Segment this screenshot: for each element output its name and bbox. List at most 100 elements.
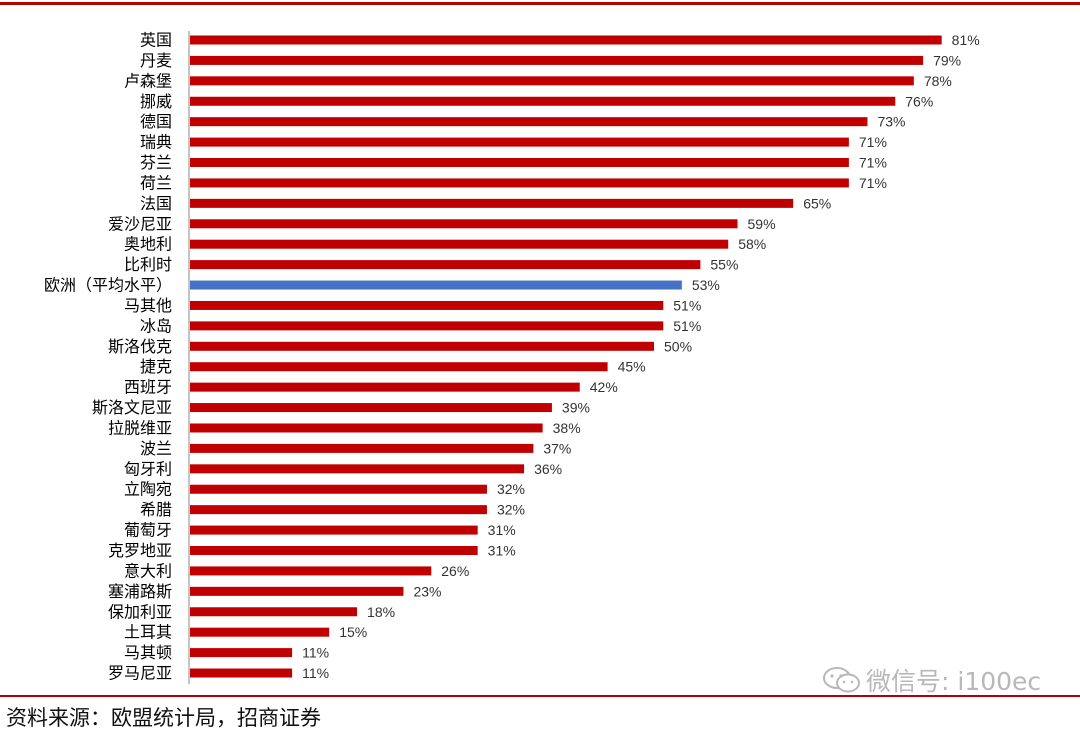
bar-8 — [190, 198, 794, 208]
value-label-13: 51% — [673, 297, 701, 313]
category-label-25: 克罗地亚 — [108, 541, 172, 560]
category-label-16: 捷克 — [140, 357, 172, 376]
category-label-8: 法国 — [140, 194, 172, 213]
value-label-19: 38% — [553, 420, 581, 436]
category-label-3: 挪威 — [140, 92, 172, 111]
value-label-12: 53% — [692, 277, 720, 293]
category-label-23: 希腊 — [140, 500, 172, 519]
category-label-5: 瑞典 — [140, 133, 172, 152]
bottom-rule — [0, 695, 1080, 697]
category-label-1: 丹麦 — [140, 51, 172, 70]
bar-3 — [190, 96, 896, 106]
category-label-24: 葡萄牙 — [124, 521, 172, 540]
bar-27 — [190, 586, 404, 596]
category-label-30: 马其顿 — [124, 643, 172, 662]
category-label-15: 斯洛伐克 — [108, 337, 172, 356]
value-label-24: 31% — [488, 522, 516, 538]
category-label-0: 英国 — [140, 31, 172, 50]
category-label-21: 匈牙利 — [124, 459, 172, 478]
category-label-9: 爱沙尼亚 — [108, 214, 172, 233]
bars-group — [190, 35, 942, 678]
bar-7 — [190, 178, 849, 188]
value-label-0: 81% — [952, 32, 980, 48]
bar-13 — [190, 300, 664, 310]
bar-4 — [190, 117, 868, 127]
value-label-21: 36% — [534, 461, 562, 477]
category-labels-group: 英国丹麦卢森堡挪威德国瑞典芬兰荷兰法国爱沙尼亚奥地利比利时欧洲（平均水平）马其他… — [44, 31, 172, 683]
category-label-19: 拉脱维亚 — [108, 418, 172, 437]
value-label-18: 39% — [562, 400, 590, 416]
value-label-5: 71% — [859, 134, 887, 150]
category-label-28: 保加利亚 — [108, 602, 172, 621]
value-label-8: 65% — [803, 195, 831, 211]
wechat-icon — [823, 667, 860, 693]
bar-1 — [190, 55, 924, 65]
bar-30 — [190, 648, 293, 658]
bar-18 — [190, 403, 552, 413]
value-label-29: 15% — [339, 624, 367, 640]
bar-9 — [190, 219, 738, 229]
category-label-4: 德国 — [140, 112, 172, 131]
category-label-22: 立陶宛 — [124, 480, 172, 499]
category-label-10: 奥地利 — [124, 235, 172, 254]
bar-10 — [190, 239, 729, 249]
bar-31 — [190, 668, 293, 678]
bar-29 — [190, 627, 330, 637]
category-label-27: 塞浦路斯 — [108, 582, 172, 601]
value-label-22: 32% — [497, 481, 525, 497]
category-label-7: 荷兰 — [140, 173, 172, 192]
value-label-25: 31% — [488, 543, 516, 559]
value-label-17: 42% — [590, 379, 618, 395]
category-label-14: 冰岛 — [140, 316, 172, 335]
value-label-6: 71% — [859, 155, 887, 171]
category-label-17: 西班牙 — [124, 378, 172, 397]
value-label-28: 18% — [367, 604, 395, 620]
value-label-10: 58% — [738, 236, 766, 252]
watermark: 微信号: i100ec — [822, 662, 1041, 698]
value-label-27: 23% — [413, 583, 441, 599]
value-label-4: 73% — [877, 114, 905, 130]
category-label-6: 芬兰 — [140, 153, 172, 172]
value-label-14: 51% — [673, 318, 701, 334]
value-label-7: 71% — [859, 175, 887, 191]
value-label-23: 32% — [497, 502, 525, 518]
bar-21 — [190, 464, 525, 474]
bar-5 — [190, 137, 849, 147]
value-label-20: 37% — [543, 440, 571, 456]
value-label-31: 11% — [302, 665, 329, 681]
bar-22 — [190, 484, 487, 494]
bar-26 — [190, 566, 432, 576]
value-labels-group: 81% 79% 78% 76%73% 71% 71% 71% 65% 59% 58%55% 53% 5… — [302, 32, 980, 681]
category-label-20: 波兰 — [140, 439, 172, 458]
bar-chart: 英国丹麦卢森堡挪威德国瑞典芬兰荷兰法国爱沙尼亚奥地利比利时欧洲（平均水平）马其他… — [44, 31, 980, 684]
category-label-26: 意大利 — [124, 561, 172, 580]
watermark-text: 微信号: i100ec — [866, 667, 1042, 696]
bar-20 — [190, 443, 534, 453]
bar-0 — [190, 35, 942, 45]
bar-28 — [190, 607, 358, 617]
bar-14 — [190, 321, 664, 331]
category-label-31: 罗马尼亚 — [108, 664, 172, 683]
bar-11 — [190, 260, 701, 270]
value-label-1: 79% — [933, 52, 961, 68]
bar-15 — [190, 341, 654, 351]
category-label-11: 比利时 — [124, 255, 172, 274]
value-label-11: 55% — [710, 257, 738, 273]
source-note: 资料来源：欧盟统计局，招商证券 — [6, 706, 321, 730]
top-rule — [0, 2, 1080, 5]
category-label-29: 土耳其 — [124, 623, 172, 642]
value-label-30: 11% — [302, 645, 329, 661]
bar-6 — [190, 158, 849, 168]
value-label-9: 59% — [748, 216, 776, 232]
bar-12 — [190, 280, 682, 290]
bar-23 — [190, 505, 487, 515]
category-label-12: 欧洲（平均水平） — [44, 276, 172, 295]
bar-19 — [190, 423, 543, 433]
bar-25 — [190, 546, 478, 555]
value-label-3: 76% — [905, 93, 933, 109]
bar-2 — [190, 76, 914, 86]
category-label-13: 马其他 — [124, 296, 172, 315]
bar-17 — [190, 382, 580, 392]
category-label-2: 卢森堡 — [124, 71, 172, 90]
bar-24 — [190, 525, 478, 535]
